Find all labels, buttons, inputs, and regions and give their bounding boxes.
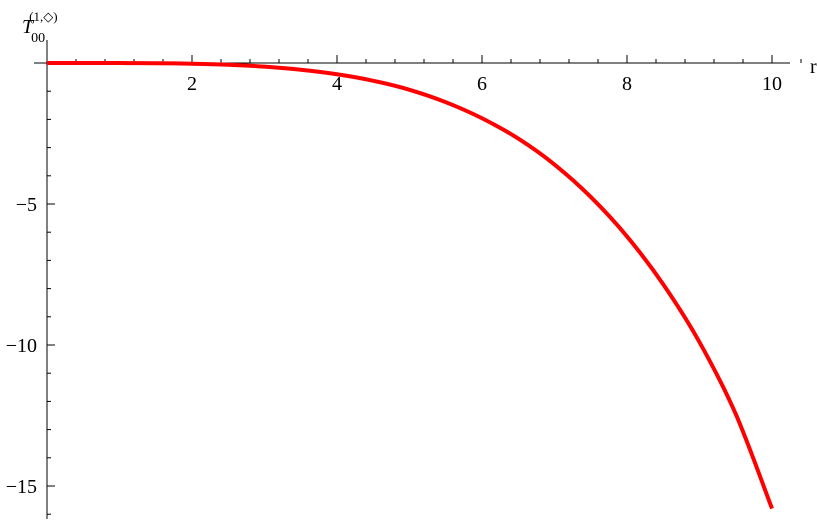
y-tick-label: −5 [16, 194, 37, 216]
plot-area [46, 61, 774, 510]
y-axis-label-superscript: (1,◇) [29, 9, 57, 24]
x-axis-label: r [810, 56, 817, 78]
series-line [46, 61, 774, 510]
y-axis-label-base: T [22, 16, 35, 38]
x-tick-label: 10 [762, 73, 782, 95]
x-tick-label: 4 [332, 73, 342, 95]
y-tick-label: −15 [6, 476, 37, 498]
axis-labels: T 00 (1,◇) r [22, 9, 817, 78]
x-tick-label: 8 [622, 73, 632, 95]
axes: 2 4 6 8 10 −5 −10 −15 [6, 40, 802, 519]
x-tick-label: 6 [477, 73, 487, 95]
x-tick-label: 2 [187, 73, 197, 95]
y-tick-label: −10 [6, 335, 37, 357]
y-axis-label-subscript: 00 [31, 31, 45, 46]
y-axis-label: T 00 (1,◇) [22, 9, 58, 46]
